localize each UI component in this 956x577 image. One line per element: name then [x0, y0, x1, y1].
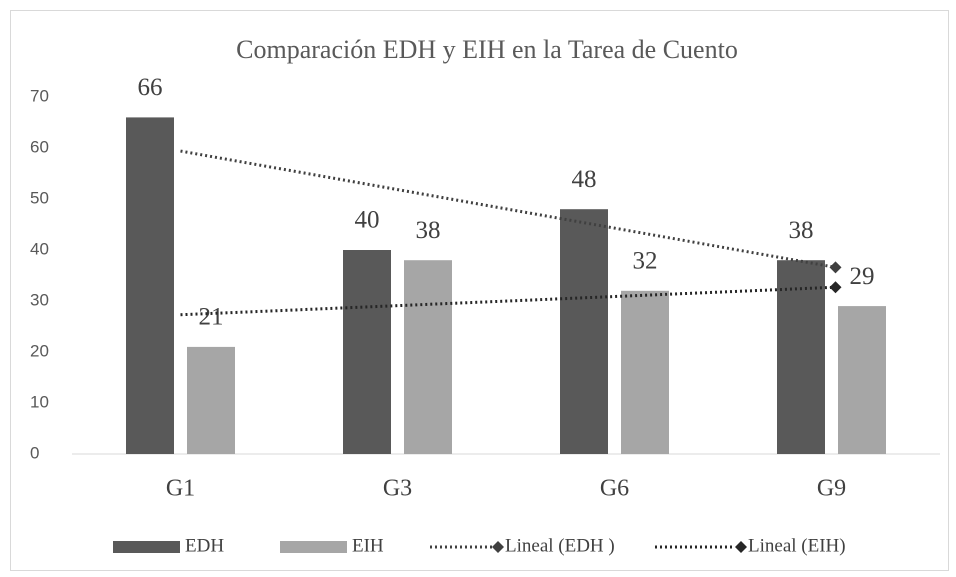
- legend-trend-marker: [735, 541, 747, 553]
- y-tick-label: 20: [30, 341, 49, 360]
- bar: [404, 260, 452, 454]
- legend-swatch: [113, 541, 180, 553]
- bar: [560, 209, 608, 454]
- legend-label: EIH: [352, 535, 384, 556]
- bar: [187, 346, 235, 454]
- x-tick-label: G3: [383, 476, 412, 502]
- data-label: 48: [572, 166, 597, 193]
- bar: [838, 306, 886, 454]
- y-tick-label: 60: [30, 137, 49, 156]
- y-tick-label: 40: [30, 239, 49, 258]
- legend-label: EDH: [185, 535, 224, 556]
- y-tick-label: 10: [30, 392, 49, 411]
- legend-trend-marker: [492, 541, 504, 553]
- trendline: [180, 149, 836, 269]
- x-tick-label: G1: [166, 476, 195, 502]
- data-label: 38: [416, 217, 441, 244]
- bar: [126, 117, 174, 455]
- trendline-marker: [829, 281, 842, 294]
- data-label: 40: [355, 207, 380, 234]
- chart-title: Comparación EDH y EIH en la Tarea de Cue…: [236, 35, 738, 64]
- data-label: 29: [850, 263, 875, 290]
- bar: [777, 260, 825, 454]
- data-label: 21: [199, 304, 224, 331]
- bar: [621, 290, 669, 454]
- data-label: 38: [789, 217, 814, 244]
- x-tick-label: G9: [817, 476, 846, 502]
- y-tick-label: 70: [30, 86, 49, 105]
- bar: [343, 250, 391, 454]
- trendline: [180, 285, 836, 317]
- data-label: 32: [633, 248, 658, 275]
- y-tick-label: 30: [30, 290, 49, 309]
- y-tick-label: 0: [30, 443, 39, 462]
- y-tick-label: 50: [30, 188, 49, 207]
- x-tick-label: G6: [600, 476, 629, 502]
- legend-label: Lineal (EIH): [748, 535, 846, 556]
- trendline-marker: [829, 261, 842, 274]
- legend-swatch: [280, 541, 347, 553]
- data-label: 66: [138, 74, 163, 101]
- legend-label: Lineal (EDH ): [505, 535, 615, 556]
